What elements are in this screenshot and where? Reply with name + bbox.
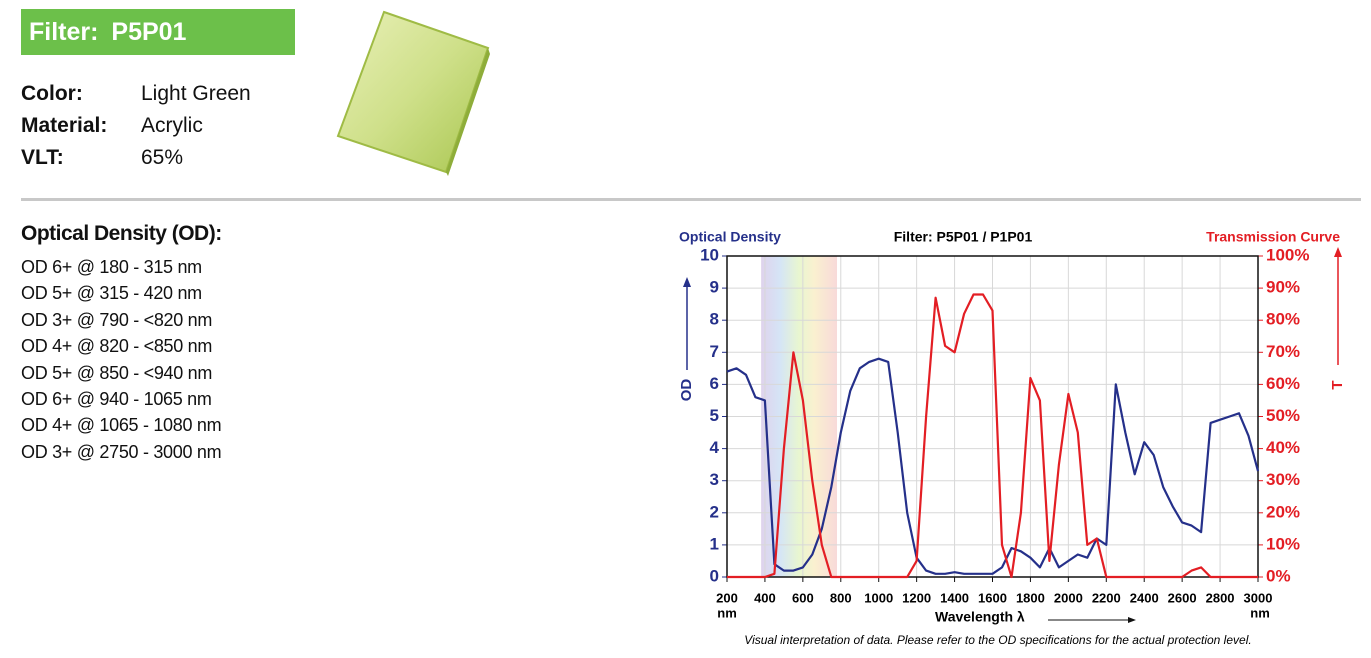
axis-arrow (1128, 617, 1136, 623)
x-tick-label: 1200 (902, 590, 931, 605)
od-item: OD 5+ @ 315 - 420 nm (21, 283, 202, 304)
x-tick-label: 1600 (978, 590, 1007, 605)
property-row: Material: Acrylic (21, 114, 203, 138)
od-item: OD 3+ @ 2750 - 3000 nm (21, 441, 222, 462)
y-tick-label: 10 (700, 245, 719, 264)
y-tick-label: 3 (710, 470, 719, 489)
y-tick-label: 5 (710, 406, 719, 425)
x-tick-label: 1400 (940, 590, 969, 605)
chart: Filter: P5P01 / P1P01 Optical Density Tr… (678, 229, 1346, 647)
series-line (726, 357, 1260, 575)
x-tick-label: 1000 (864, 590, 893, 605)
x-tick-label: 2200 (1092, 590, 1121, 605)
x-tick-label: 2000 (1054, 590, 1083, 605)
axis-arrow (683, 277, 691, 287)
x-tick-label: 200 (716, 590, 738, 605)
od-item: OD 5+ @ 850 - <940 nm (21, 362, 213, 383)
property-label: Material: (21, 114, 108, 137)
property-value: Light Green (141, 82, 251, 105)
y2-tick-label: 80% (1266, 310, 1300, 329)
y-axis-label: OD (678, 379, 695, 402)
y-tick-label: 7 (710, 342, 719, 361)
y2-tick-label: 30% (1266, 470, 1300, 489)
y2-axis-label: T (1329, 380, 1346, 389)
y-tick-label: 4 (710, 438, 720, 457)
od-item: OD 6+ @ 940 - 1065 nm (21, 389, 212, 409)
y2-tick-label: 40% (1266, 438, 1300, 457)
od-item: OD 6+ @ 180 - 315 nm (21, 257, 202, 277)
property-value: Acrylic (141, 114, 203, 137)
filter-title: Filter: P5P01 (21, 9, 295, 55)
axis-arrow (1334, 247, 1342, 257)
od-item: OD 4+ @ 1065 - 1080 nm (21, 415, 222, 436)
plot-frame (726, 255, 1259, 578)
x-tick-label: 600 (792, 590, 814, 605)
property-label: Color: (21, 82, 83, 105)
y-tick-label: 2 (710, 502, 719, 521)
y2-tick-label: 10% (1266, 534, 1300, 553)
y-tick-label: 6 (710, 374, 719, 393)
od-item: OD 3+ @ 790 - <820 nm (21, 309, 213, 330)
x-axis-label: Wavelength λ (935, 609, 1025, 625)
y2-tick-label: 70% (1266, 342, 1300, 361)
footnote: Visual interpretation of data. Please re… (744, 633, 1251, 647)
series-name: Optical Density (679, 229, 781, 245)
x-tick-label: 2800 (1206, 590, 1235, 605)
x-tick-label: 2400 (1130, 590, 1159, 605)
y-tick-label: 9 (710, 278, 719, 297)
y2-tick-label: 60% (1266, 374, 1300, 393)
od-heading: Optical Density (OD): (21, 222, 222, 245)
y-tick-label: 8 (710, 310, 719, 329)
x-tick-label: 3000 (1244, 590, 1273, 605)
y2-tick-label: 0% (1266, 566, 1291, 585)
y2-tick-label: 100% (1266, 245, 1309, 264)
x-tick-label: 1800 (1016, 590, 1045, 605)
property-value: 65% (141, 146, 184, 169)
y2-tick-label: 90% (1266, 278, 1300, 297)
od-item: OD 4+ @ 820 - <850 nm (21, 336, 213, 357)
y-tick-label: 0 (710, 566, 719, 585)
chart-title: Filter: P5P01 / P1P01 (894, 229, 1033, 245)
y-tick-label: 1 (710, 534, 719, 553)
y2-tick-label: 50% (1266, 406, 1300, 425)
x-tick-label: 2600 (1168, 590, 1197, 605)
series-line (727, 293, 1258, 579)
series-name: Transmission Curve (1206, 229, 1340, 245)
x-unit: nm (1250, 605, 1270, 620)
x-tick-label: 400 (754, 590, 776, 605)
x-tick-label: 800 (830, 590, 852, 605)
property-row: VLT: 65% (21, 146, 183, 170)
property-row: Color: Light Green (21, 82, 251, 106)
filter-image (336, 10, 490, 176)
y2-tick-label: 20% (1266, 502, 1300, 521)
divider (21, 198, 1361, 201)
x-unit: nm (717, 605, 737, 620)
property-label: VLT: (21, 146, 64, 169)
